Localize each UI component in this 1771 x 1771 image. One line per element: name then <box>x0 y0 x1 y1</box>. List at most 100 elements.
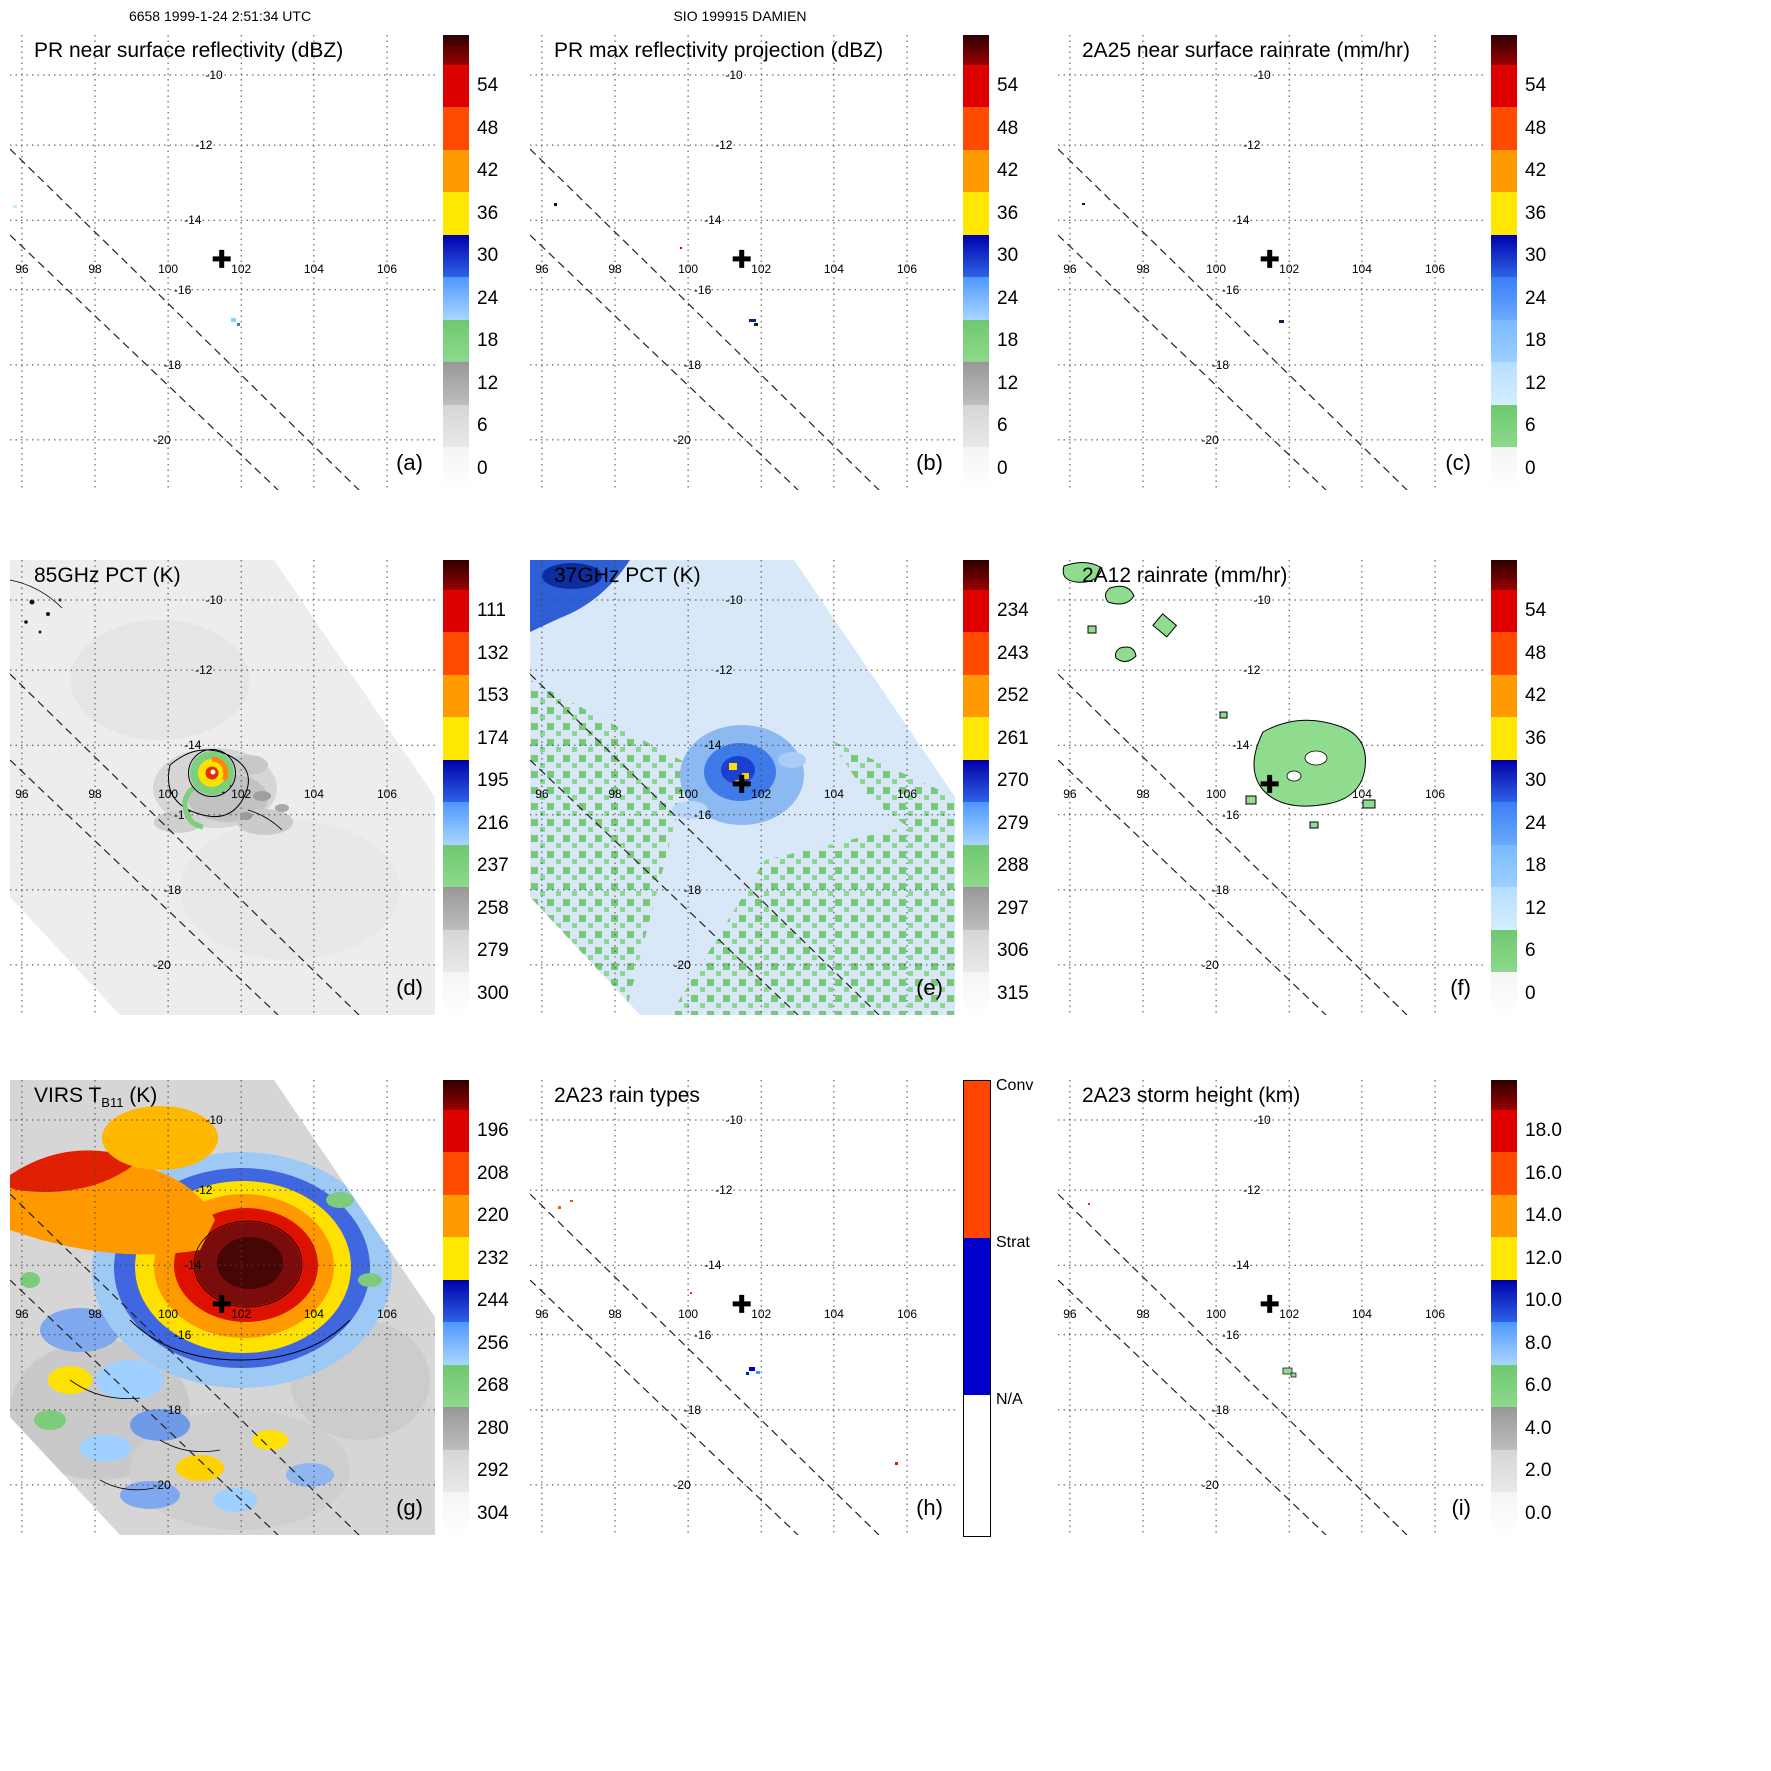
svg-text:-14: -14 <box>184 213 202 227</box>
colorbar-tick-label: 300 <box>477 982 509 1004</box>
colorbar-segment <box>443 107 469 150</box>
svg-text:-20: -20 <box>673 1478 691 1492</box>
svg-text:104: 104 <box>304 787 324 801</box>
colorbar-segment <box>1491 1194 1517 1238</box>
colorbar-segment <box>963 560 989 590</box>
storm-center-marker <box>1260 1294 1279 1313</box>
colorbar-tick-label: 24 <box>997 287 1019 309</box>
colorbar-tick-label: 174 <box>477 727 509 749</box>
swath-edge-lines <box>10 673 360 1015</box>
colorbar-tick-label: 24 <box>1525 287 1547 309</box>
colorbar-segment <box>1491 149 1517 193</box>
svg-text:-10: -10 <box>725 593 743 607</box>
colorbar-tick-label: 244 <box>477 1290 509 1312</box>
colorbar-tick-label: 297 <box>997 897 1029 919</box>
colorbar-segment <box>443 404 469 448</box>
panel-h-title: 2A23 rain types <box>554 1084 700 1107</box>
colorbar-tick-label: 6 <box>1525 940 1536 962</box>
storm-center-marker <box>212 1294 231 1313</box>
imagery-fg <box>1062 562 1376 829</box>
colorbar-segment <box>963 362 989 405</box>
colorbar-segment <box>443 802 469 845</box>
colorbar-segment <box>443 674 469 718</box>
colorbar-segment <box>443 560 469 590</box>
colorbar-segment <box>443 192 469 235</box>
colorbar-tick-label: 54 <box>997 75 1019 97</box>
colorbar-tick-label: 292 <box>477 1460 509 1482</box>
colorbar-segment <box>443 277 469 320</box>
colorbar-segment <box>443 887 469 930</box>
svg-text:-14: -14 <box>184 1258 202 1272</box>
axis-tick-labels: 96 98 100 102 104 106 -10 -12 -14 -16 -18 -20 <box>1063 1113 1445 1492</box>
svg-text:96: 96 <box>535 262 549 276</box>
svg-text:-16: -16 <box>1222 808 1240 822</box>
colorbar-segment <box>963 717 989 760</box>
svg-text:-12: -12 <box>195 663 213 677</box>
svg-text:-18: -18 <box>164 883 182 897</box>
colorbar-tick-label: 6.0 <box>1525 1375 1552 1397</box>
colorbar-tick-label: 30 <box>477 245 499 267</box>
map-b-canvas: 96 98 100 102 104 106 -10 -12 -14 -16 -18 -20 <box>530 35 955 490</box>
svg-text:-20: -20 <box>153 1478 171 1492</box>
svg-text:104: 104 <box>824 262 844 276</box>
colorbar-tick-label: 42 <box>1525 685 1547 707</box>
svg-text:100: 100 <box>678 1307 698 1321</box>
panel-f-letter: (f) <box>1450 975 1471 1000</box>
colorbar-tick-label: 268 <box>477 1375 509 1397</box>
map-i: 96 98 100 102 104 106 -10 -12 -14 -16 -18 -20 2A23 … <box>1058 1080 1483 1535</box>
svg-text:-20: -20 <box>153 958 171 972</box>
colorbar-segment <box>1491 674 1517 718</box>
panel-a-letter: (a) <box>396 450 423 475</box>
panel-h-colorbar: Conv Strat N/A <box>963 1077 1051 1537</box>
svg-text:-14: -14 <box>1232 1258 1250 1272</box>
storm-center-marker <box>1260 249 1279 268</box>
colorbar-segment <box>963 277 989 320</box>
colorbar-segment <box>963 632 989 675</box>
svg-text:102: 102 <box>1279 262 1299 276</box>
colorbar-tick-label: 232 <box>477 1247 509 1269</box>
svg-text:102: 102 <box>231 787 251 801</box>
svg-text:100: 100 <box>158 1307 178 1321</box>
panel-g: 96 98 100 102 104 106 -10 -12 -14 -16 -18 -20 VIRS … <box>10 1080 532 1550</box>
panel-c-colorbar: 54 48 42 36 30 24 18 12 6 0 <box>1491 35 1579 490</box>
colorbar-segment <box>443 1492 469 1535</box>
map-h: 96 98 100 102 104 106 -10 -12 -14 -16 -18 -20 2A23 … <box>530 1080 955 1535</box>
panel-i-title: 2A23 storm height (km) <box>1082 1084 1301 1107</box>
svg-text:98: 98 <box>1136 1307 1150 1321</box>
colorbar-segment <box>963 447 989 490</box>
axis-tick-labels: 96 98 100 102 104 106 -10 -12 -14 -16 -18 -20 <box>535 593 917 972</box>
map-h-canvas: 96 98 100 102 104 106 -10 -12 -14 -16 -18 -20 <box>530 1080 955 1535</box>
panel-e-title: 37GHz PCT (K) <box>554 564 701 587</box>
storm-center-marker <box>212 249 231 268</box>
svg-text:104: 104 <box>1352 787 1372 801</box>
svg-text:-16: -16 <box>694 808 712 822</box>
map-e: 96 98 100 102 104 106 -10 -12 -14 -16 -18 -20 37GHz… <box>530 560 955 1015</box>
colorbar-tick-label: 153 <box>477 685 509 707</box>
colorbar-tick-label: 0 <box>1525 457 1536 479</box>
svg-text:102: 102 <box>231 1307 251 1321</box>
colorbar-tick-label: 6 <box>477 415 488 437</box>
svg-text:-16: -16 <box>694 283 712 297</box>
imagery-fg <box>558 1200 898 1465</box>
colorbar-tick-label: 261 <box>997 727 1029 749</box>
map-d-canvas: 96 98 100 102 104 106-10-12-14-16-18-20 <box>10 560 435 1015</box>
svg-text:-12: -12 <box>1243 1183 1261 1197</box>
colorbar-segment <box>1491 802 1517 845</box>
svg-text:-20: -20 <box>673 433 691 447</box>
colorbar-tick-label: 196 <box>477 1120 509 1142</box>
swath-edge-lines <box>10 1193 360 1535</box>
colorbar-tick-label: 2.0 <box>1525 1460 1552 1482</box>
colorbar-tick-label: 36 <box>997 202 1019 224</box>
colorbar-tick-label: 30 <box>997 245 1019 267</box>
panel-g-title: VIRS TB11 (K) <box>34 1084 157 1110</box>
panel-f-title: 2A12 rainrate (mm/hr) <box>1082 564 1288 587</box>
svg-text:106: 106 <box>1425 787 1445 801</box>
colorbar-segment <box>1491 1322 1517 1365</box>
colorbar-segment <box>443 1364 469 1408</box>
colorbar-segment <box>1491 404 1517 448</box>
colorbar-segment <box>963 802 989 845</box>
colorbar-tick-label: 270 <box>997 770 1029 792</box>
colorbar-segment <box>443 589 469 633</box>
colorbar-segment <box>1491 560 1517 590</box>
map-g-canvas: 96 98 100 102 104 106 -10 -12 -14 -16 -18 -20 <box>10 1080 435 1535</box>
